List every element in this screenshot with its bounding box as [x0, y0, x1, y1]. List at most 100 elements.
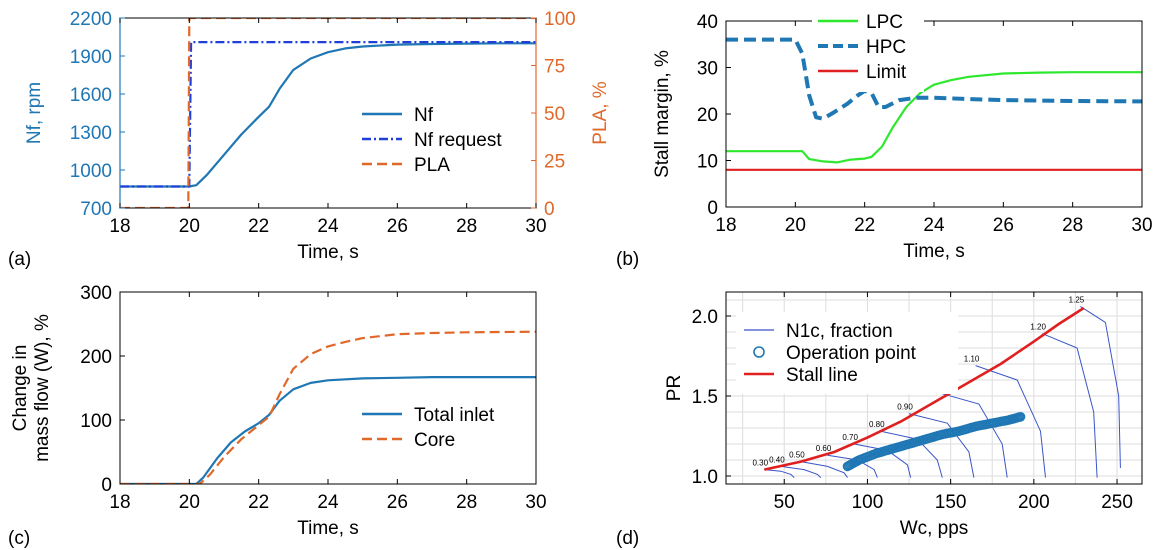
series-line-nf-request [120, 41, 536, 188]
legend-label: Operation point [786, 343, 917, 364]
y2-axis-label: PLA, % [590, 81, 611, 144]
x-axis-label: Wc, pps [900, 518, 969, 539]
speed-line [800, 461, 848, 478]
y-tick-label: 1300 [70, 123, 112, 144]
x-axis-label: Time, s [297, 518, 359, 539]
y-tick-label: 1600 [70, 85, 112, 106]
panel-label: (c) [8, 528, 30, 549]
x-tick-label: 20 [785, 215, 806, 236]
legend-box [812, 10, 924, 92]
speed-label: 0.50 [789, 451, 805, 460]
legend: Nf Nf request PLA [362, 105, 502, 176]
plot-area [726, 37, 1142, 171]
x-tick-label: 22 [854, 215, 875, 236]
y-axis-label: Stall margin, % [652, 50, 673, 178]
y-tick-label: 1900 [70, 47, 112, 68]
chart-panel-a: 18 20 22 24 26 28 30 700 1000 1300 1600 1900 2200 0 25… [8, 9, 611, 270]
speed-label: 0.80 [869, 420, 885, 429]
speed-line [854, 443, 912, 478]
speed-line [908, 413, 975, 478]
x-tick-label: 30 [525, 216, 546, 237]
axes-frame [119, 17, 537, 209]
x-tick-label: 18 [715, 215, 736, 236]
legend-label: LPC [866, 12, 903, 33]
x-tick-label: 24 [317, 492, 339, 513]
x-tick-label: 28 [1062, 215, 1083, 236]
series-line-pla [120, 18, 536, 208]
speed-label: 0.70 [842, 433, 858, 442]
legend-label: Nf request [414, 130, 502, 151]
x-tick-label: 20 [179, 492, 200, 513]
y-tick-label: 200 [80, 347, 112, 368]
legend-marker [753, 346, 765, 358]
x-tick-label: 26 [387, 492, 408, 513]
panel-label: (a) [8, 249, 31, 270]
x-tick-label: 24 [923, 215, 945, 236]
x-tick-label: 26 [387, 216, 408, 237]
panel-label: (d) [616, 528, 639, 549]
y2-tick-label: 75 [544, 57, 565, 78]
x-tick-label: 28 [456, 492, 477, 513]
y-axis-label: PR [664, 375, 685, 401]
y-tick-label: 1.5 [692, 387, 718, 408]
x-tick-label: 22 [248, 492, 269, 513]
plot-area [120, 330, 536, 484]
y-axis-label-line: mass flow (W), % [32, 314, 53, 462]
x-tick-label: 26 [993, 215, 1014, 236]
speed-label: 1.25 [1069, 295, 1085, 304]
speed-label: 0.60 [816, 444, 832, 453]
y-tick-label: 100 [80, 411, 112, 432]
x-tick-label: 18 [109, 492, 130, 513]
x-tick-label: 200 [1018, 492, 1050, 513]
plot-area [120, 18, 536, 208]
legend-label: Nf [414, 105, 434, 126]
x-tick-label: 150 [935, 492, 967, 513]
x-tick-label: 18 [109, 216, 130, 237]
series-line-lpc [726, 71, 1142, 164]
plot-area [764, 305, 1121, 478]
y-tick-label: 2200 [70, 9, 112, 30]
series-line-nf [120, 42, 536, 188]
y-tick-label: 0 [707, 198, 718, 219]
x-tick-label: 50 [774, 492, 795, 513]
operation-point-marker [1015, 411, 1026, 422]
legend: Total inlet Core [362, 405, 495, 451]
x-tick-label: 28 [456, 216, 477, 237]
speed-label: 0.40 [769, 455, 785, 464]
chart-panel-d: 0.300.400.500.600.700.800.901.001.101.20… [616, 291, 1143, 549]
series-line-core [120, 330, 536, 484]
axes-frame [725, 20, 1143, 208]
speed-label: 0.30 [752, 459, 768, 468]
y-axis-label: Nf, rpm [24, 82, 45, 144]
speed-label: 1.10 [964, 355, 980, 364]
axes-frame [119, 291, 537, 485]
speed-line [975, 365, 1046, 478]
y-tick-label: 700 [80, 199, 112, 220]
axes-frame [725, 291, 1143, 485]
legend: LPC HPC Limit [812, 10, 924, 92]
y-axis-label-line: Change in [10, 345, 31, 432]
legend-label: Stall line [786, 365, 858, 386]
y-tick-label: 0 [101, 475, 112, 496]
speed-line [780, 465, 822, 478]
speed-label: 0.90 [897, 403, 913, 412]
legend-box [736, 312, 958, 394]
legend-label: PLA [414, 155, 450, 176]
x-tick-label: 30 [525, 492, 546, 513]
x-tick-label: 30 [1131, 215, 1152, 236]
speed-line [880, 430, 943, 478]
y-tick-label: 20 [697, 105, 718, 126]
speed-label: 1.20 [1030, 323, 1046, 332]
speed-line [1042, 333, 1098, 478]
speed-line [827, 454, 878, 478]
y-tick-label: 40 [697, 12, 718, 33]
legend-label: HPC [866, 37, 906, 58]
speed-line [764, 469, 795, 478]
x-tick-label: 100 [852, 492, 884, 513]
x-axis-label: Time, s [297, 242, 359, 263]
x-tick-label: 20 [179, 216, 200, 237]
y2-tick-label: 100 [544, 9, 576, 30]
legend-label: Core [414, 430, 455, 451]
x-tick-label: 250 [1101, 492, 1133, 513]
